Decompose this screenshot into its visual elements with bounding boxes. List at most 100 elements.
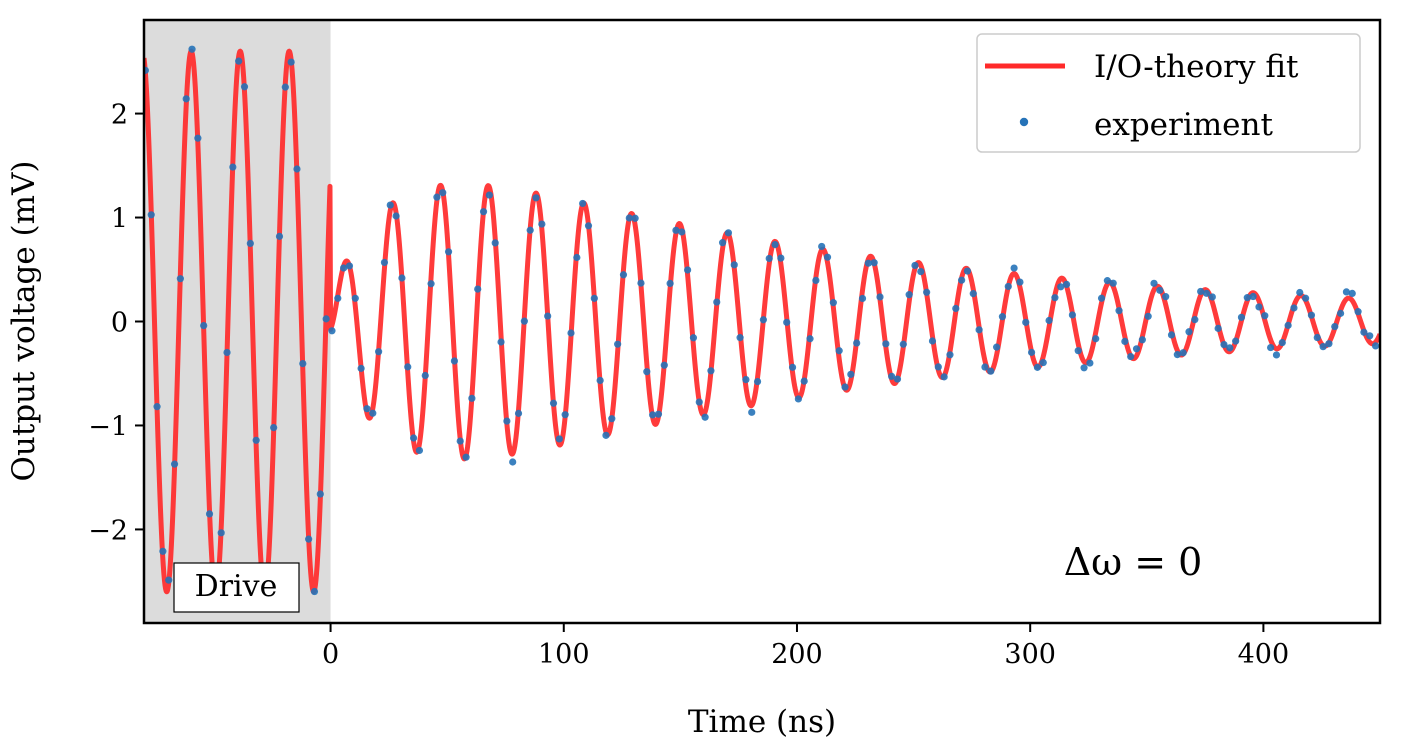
experiment-point xyxy=(293,165,301,173)
experiment-point xyxy=(1284,321,1292,329)
experiment-point xyxy=(334,294,342,302)
experiment-point xyxy=(649,411,657,419)
experiment-point xyxy=(753,377,762,386)
experiment-point xyxy=(433,193,441,201)
experiment-point xyxy=(1068,311,1076,319)
legend-box xyxy=(976,33,1361,153)
experiment-point xyxy=(153,403,161,411)
drive-label: Drive xyxy=(195,569,278,604)
experiment-point xyxy=(928,337,937,345)
experiment-point xyxy=(958,276,966,284)
experiment-point xyxy=(1115,307,1123,315)
experiment-point xyxy=(1348,289,1356,298)
experiment-point xyxy=(328,327,336,335)
experiment-point xyxy=(1342,288,1351,296)
experiment-point xyxy=(1325,340,1333,348)
x-tick-label: 400 xyxy=(1238,639,1290,670)
experiment-point xyxy=(952,304,960,313)
y-tick-label: 2 xyxy=(111,100,128,131)
experiment-point xyxy=(998,313,1007,321)
experiment-point xyxy=(1121,337,1129,346)
experiment-point xyxy=(147,211,155,219)
experiment-point xyxy=(281,83,289,91)
experiment-point xyxy=(596,376,604,385)
experiment-point xyxy=(1296,288,1304,297)
experiment-point xyxy=(1045,316,1053,325)
experiment-point xyxy=(1062,280,1071,288)
experiment-point xyxy=(176,275,184,283)
y-axis-label: Output voltage (mV) xyxy=(6,160,42,481)
experiment-point xyxy=(1138,336,1146,344)
y-tick-label: −2 xyxy=(88,515,128,546)
experiment-point xyxy=(917,268,925,276)
experiment-point xyxy=(1354,308,1362,316)
experiment-point xyxy=(170,460,179,468)
experiment-point xyxy=(602,431,610,439)
experiment-point xyxy=(503,417,511,425)
experiment-point xyxy=(963,267,972,275)
experiment-point xyxy=(450,357,458,365)
experiment-point xyxy=(771,240,779,249)
experiment-point xyxy=(235,57,243,65)
experiment-point xyxy=(1267,343,1275,352)
experiment-point xyxy=(1220,340,1228,349)
experiment-point xyxy=(165,576,173,584)
experiment-point xyxy=(777,254,785,262)
experiment-point xyxy=(573,253,581,262)
experiment-point xyxy=(246,239,254,248)
experiment-point xyxy=(1103,277,1111,285)
experiment-point xyxy=(654,410,663,418)
experiment-point xyxy=(1255,303,1263,311)
experiment-point xyxy=(404,363,412,371)
experiment-point xyxy=(386,201,394,209)
experiment-point xyxy=(357,364,365,372)
experiment-point xyxy=(678,228,686,236)
experiment-point xyxy=(1302,294,1310,302)
experiment-point xyxy=(870,259,878,267)
experiment-point xyxy=(182,95,190,103)
experiment-point xyxy=(823,253,832,261)
legend-experiment-swatch xyxy=(1019,117,1029,127)
experiment-point xyxy=(806,335,814,343)
experiment-point xyxy=(742,375,750,384)
y-tick-label: 1 xyxy=(111,204,128,235)
y-tick-label: 0 xyxy=(111,308,128,339)
experiment-point xyxy=(1173,351,1181,359)
experiment-point xyxy=(905,291,913,299)
experiment-point xyxy=(188,45,196,53)
experiment-point xyxy=(194,134,202,142)
legend-fit-label: I/O-theory fit xyxy=(1094,49,1299,85)
experiment-point xyxy=(223,348,231,357)
experiment-point xyxy=(608,415,616,423)
experiment-point xyxy=(579,199,587,208)
experiment-point xyxy=(987,367,995,375)
experiment-point xyxy=(1027,348,1036,356)
experiment-point xyxy=(993,343,1001,351)
experiment-point xyxy=(853,339,861,347)
experiment-point xyxy=(485,191,493,199)
experiment-point xyxy=(637,279,645,287)
experiment-point xyxy=(1237,313,1246,321)
experiment-point xyxy=(520,317,528,325)
experiment-point xyxy=(1092,335,1100,343)
experiment-point xyxy=(1278,338,1286,347)
drive-label-box xyxy=(173,562,300,613)
experiment-point xyxy=(415,446,424,455)
experiment-point xyxy=(351,294,359,302)
experiment-point xyxy=(1179,349,1187,357)
experiment-point xyxy=(474,285,482,293)
experiment-point xyxy=(893,375,902,383)
experiment-point xyxy=(940,373,948,381)
experiment-point xyxy=(1331,322,1339,331)
experiment-point xyxy=(934,363,942,371)
experiment-point xyxy=(1226,344,1234,352)
y-tick-label: −1 xyxy=(88,411,128,442)
experiment-point xyxy=(421,371,429,380)
experiment-point xyxy=(1162,293,1170,301)
experiment-point xyxy=(794,395,802,403)
experiment-point xyxy=(1109,279,1117,287)
experiment-point xyxy=(923,288,931,296)
experiment-point xyxy=(1232,337,1240,345)
experiment-point xyxy=(1086,359,1094,367)
experiment-point xyxy=(1261,312,1269,320)
